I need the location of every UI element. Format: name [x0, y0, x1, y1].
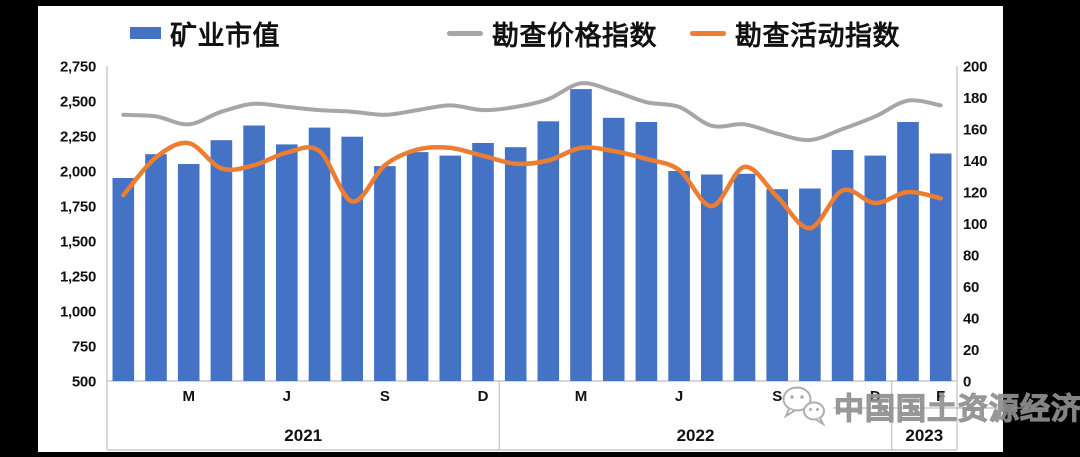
y-axis-tick-left: 2,750 [60, 59, 96, 76]
bar-mining-market-value [537, 121, 560, 382]
y-axis-tick-left: 2,250 [60, 129, 96, 146]
y-axis-tick-left: 1,000 [60, 304, 96, 321]
y-axis-tick-right: 80 [963, 248, 979, 265]
x-axis-year-label: 2021 [284, 426, 322, 445]
bar-mining-market-value [243, 125, 265, 381]
bar-mining-market-value [668, 171, 690, 381]
legend-line-swatch-gray [447, 30, 483, 36]
bar-mining-market-value [864, 155, 887, 381]
bar-mining-market-value [504, 147, 527, 381]
bar-mining-market-value [733, 173, 756, 381]
bar-mining-market-value [831, 150, 854, 381]
y-axis-tick-right: 0 [963, 374, 971, 391]
bar-mining-market-value [439, 155, 462, 381]
bar-mining-market-value [210, 140, 233, 381]
y-axis-tick-left: 500 [72, 374, 96, 391]
bar-mining-market-value [308, 127, 331, 381]
x-axis-month-tick: S [772, 388, 782, 405]
legend-item-mining-market-value: 矿业市值 [130, 16, 280, 51]
bar-mining-market-value [799, 188, 821, 381]
price-index-line [121, 81, 943, 143]
bar-mining-market-value [701, 174, 723, 381]
bar-mining-market-value [766, 189, 788, 381]
y-axis-tick-right: 200 [963, 59, 987, 76]
y-axis-tick-right: 20 [963, 342, 979, 359]
y-axis-tick-left: 1,250 [60, 269, 96, 286]
bar-mining-market-value [276, 144, 298, 381]
y-axis-tick-left: 1,750 [60, 199, 96, 216]
y-axis-tick-right: 180 [963, 90, 987, 107]
x-axis-month-tick: D [478, 388, 489, 405]
watermark-text: 中国国土资源经济 [833, 392, 1080, 426]
bar-mining-market-value [602, 117, 625, 382]
x-axis-month-tick: J [283, 388, 291, 405]
legend-bar-swatch [130, 27, 161, 39]
x-axis-month-tick: D [870, 388, 881, 405]
x-axis-year-label: 2023 [905, 426, 943, 445]
wechat-icon [782, 386, 826, 427]
y-axis-tick-right: 60 [963, 279, 979, 296]
bar-mining-market-value [472, 143, 494, 381]
bar-mining-market-value [145, 154, 167, 381]
legend-label: 勘查价格指数 [492, 20, 657, 51]
bar-mining-market-value [177, 164, 200, 381]
legend-line-swatch-orange [690, 30, 726, 36]
legend-item-activity-index: 勘查活动指数 [690, 16, 900, 51]
bar-mining-market-value [929, 153, 952, 381]
bar-mining-market-value [341, 136, 363, 381]
x-axis-month-tick: M [575, 388, 588, 405]
x-axis-year-label: 2022 [677, 426, 715, 445]
bar-mining-market-value [112, 178, 135, 381]
legend-label: 矿业市值 [170, 20, 280, 51]
x-axis-month-tick: M [182, 388, 195, 405]
y-axis-tick-left: 750 [72, 339, 96, 356]
y-axis-tick-right: 120 [963, 185, 987, 202]
y-axis-tick-left: 2,000 [60, 164, 96, 181]
bar-mining-market-value [635, 122, 658, 381]
y-axis-tick-right: 140 [963, 153, 987, 170]
watermark: 中国国土资源经济 [779, 384, 1080, 428]
x-axis-month-tick: S [380, 388, 390, 405]
legend-item-price-index: 勘查价格指数 [447, 16, 657, 51]
y-axis-tick-right: 100 [963, 216, 987, 233]
x-axis-month-tick: F [936, 388, 945, 405]
bar-mining-market-value [897, 122, 919, 381]
bar-mining-market-value [570, 89, 592, 381]
y-axis-tick-right: 40 [963, 311, 979, 328]
bar-mining-market-value [374, 166, 396, 381]
watermark-underline [833, 407, 1047, 409]
x-axis-month-tick: J [675, 388, 683, 405]
legend-label: 勘查活动指数 [735, 20, 900, 51]
y-axis-tick-right: 160 [963, 122, 987, 139]
y-axis-tick-left: 1,500 [60, 234, 96, 251]
activity-index-line [121, 140, 943, 231]
bar-mining-market-value [406, 152, 429, 381]
y-axis-tick-left: 2,500 [60, 94, 96, 111]
